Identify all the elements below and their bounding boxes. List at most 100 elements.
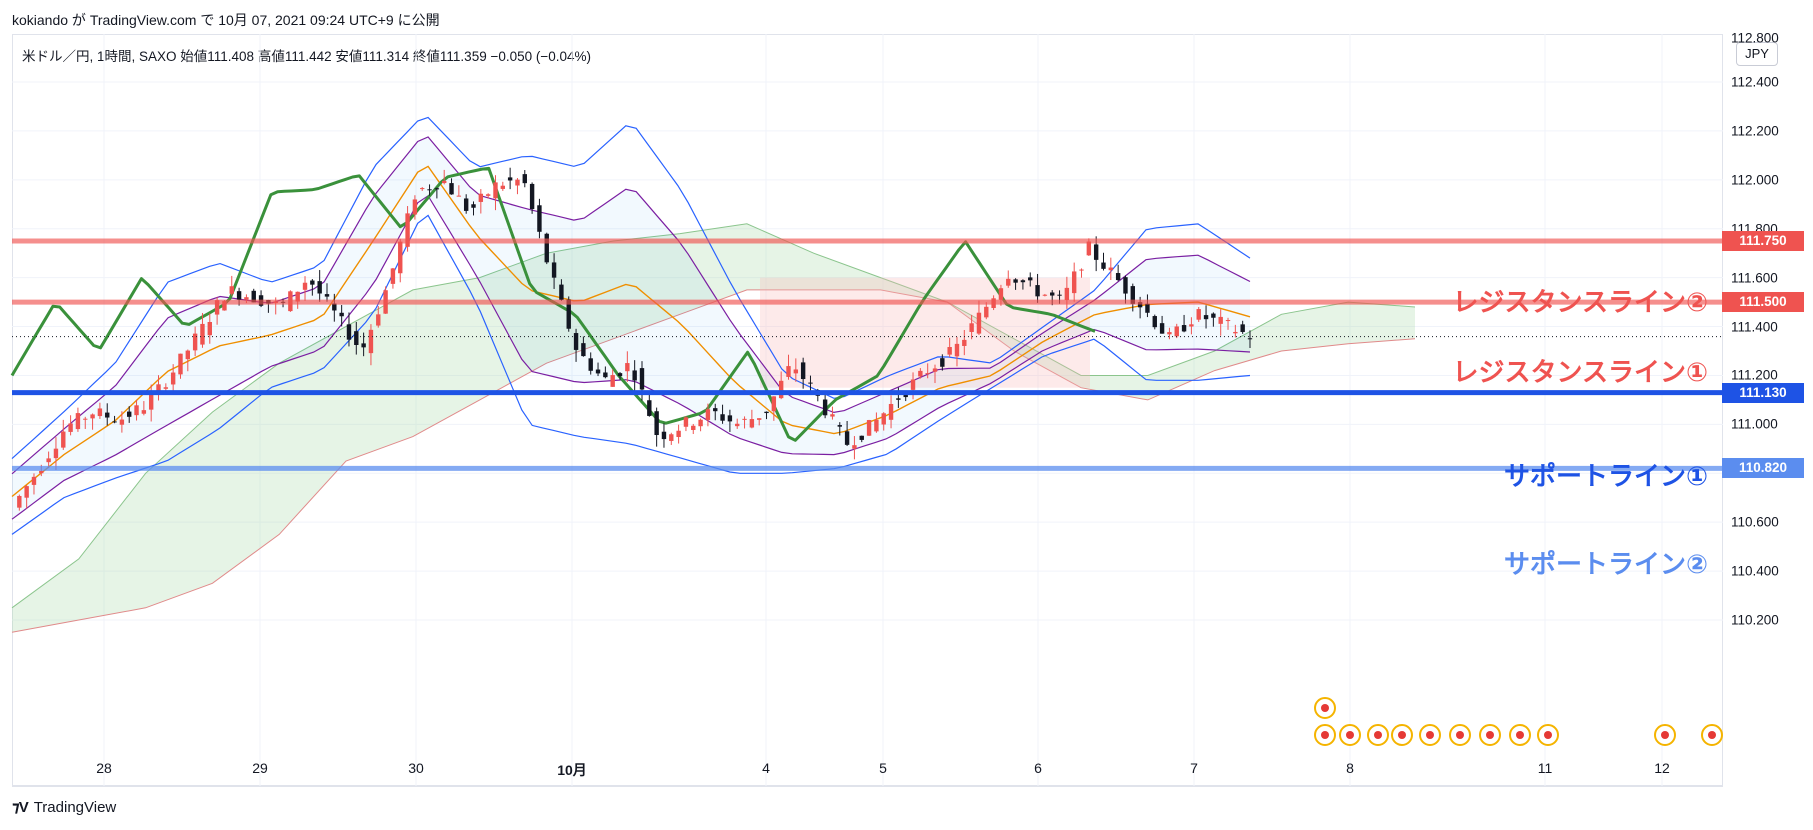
candle-body (676, 430, 681, 438)
candle-body (17, 495, 22, 508)
candle-body (500, 185, 506, 189)
candle-body (1020, 280, 1026, 283)
price-tick: 111.600 (1731, 270, 1778, 286)
candle-body (214, 300, 220, 315)
candle-body (756, 418, 762, 420)
candle-body (1211, 313, 1216, 318)
event-marker-dot (1486, 731, 1494, 739)
candle-body (822, 399, 828, 416)
candle-body (976, 312, 982, 334)
candle-body (1167, 332, 1172, 335)
candle-body (735, 423, 740, 427)
published-info: kokiando が TradingView.com で 10月 07, 202… (12, 12, 440, 28)
tradingview-brand[interactable]: ⁊V TradingView (12, 798, 116, 817)
candle-body (610, 375, 615, 387)
candle-body (925, 373, 930, 375)
candle-body (148, 395, 154, 410)
candle-body (185, 350, 191, 360)
candle-body (918, 370, 923, 377)
candle-body (61, 431, 66, 448)
candle-body (412, 199, 418, 215)
price-tick: 110.200 (1731, 612, 1779, 628)
candle-body (90, 414, 95, 419)
candle-body (1225, 320, 1231, 322)
candle-body (559, 284, 564, 300)
event-marker-dot (1456, 731, 1464, 739)
candle-body (324, 294, 330, 297)
candle-body (654, 411, 659, 436)
candle-body (493, 182, 498, 199)
candle-body (310, 280, 315, 285)
candle-body (471, 204, 476, 208)
candle-body (1137, 302, 1143, 308)
candle-body (398, 241, 403, 274)
candle-body (1152, 316, 1157, 328)
candle-body (354, 331, 359, 345)
candle-body (1057, 294, 1062, 296)
candle-body (141, 410, 147, 414)
candle-body (859, 435, 864, 440)
candle-body (947, 347, 952, 355)
candle-body (844, 431, 850, 445)
candle-body (954, 343, 960, 357)
time-tick: 5 (879, 760, 887, 776)
candle-body (639, 368, 645, 390)
candle-body (317, 281, 322, 294)
candle-body (1042, 294, 1048, 296)
currency-button[interactable]: JPY (1736, 42, 1778, 66)
candle-body (998, 288, 1004, 300)
time-tick: 29 (252, 760, 268, 776)
candle-body (515, 179, 520, 186)
candle-body (632, 370, 637, 381)
candle-body (566, 299, 571, 329)
candle-body (896, 398, 901, 400)
event-marker-dot (1544, 731, 1552, 739)
candle-body (376, 314, 381, 326)
candle-body (852, 445, 857, 449)
candle-body (192, 333, 198, 351)
chart-pane[interactable] (12, 34, 1723, 786)
time-tick: 30 (408, 760, 424, 776)
line-annotation-3: サポートライン① (1503, 461, 1708, 491)
price-tick: 110.400 (1731, 563, 1779, 579)
candle-body (1189, 324, 1194, 327)
candle-body (544, 233, 549, 263)
candle-body (295, 291, 300, 302)
event-marker-dot (1661, 731, 1669, 739)
candle-body (764, 411, 769, 414)
candle-body (1123, 277, 1128, 294)
candle-body (1013, 279, 1018, 283)
candle-body (244, 297, 249, 300)
time-tick: 11 (1537, 760, 1553, 776)
candle-body (485, 194, 491, 196)
price-chart[interactable] (0, 0, 1723, 786)
price-label-3: 111.130 (1722, 382, 1804, 403)
candle-body (720, 414, 725, 421)
candle-body (683, 417, 689, 427)
price-axis[interactable]: 112.800 112.400 112.200 112.000 111.800 111.6… (1723, 30, 1813, 786)
event-marker-dot (1708, 731, 1716, 739)
candle-body (742, 418, 747, 420)
candle-body (903, 393, 908, 398)
candle-body (1174, 326, 1179, 337)
price-tick: 112.800 (1731, 30, 1779, 46)
candle-body (1079, 269, 1084, 271)
candle-body (1086, 241, 1092, 256)
time-tick: 4 (762, 760, 770, 776)
candle-body (478, 193, 484, 202)
candle-body (1115, 273, 1121, 281)
candle-body (603, 372, 608, 378)
candle-body (529, 183, 535, 210)
candle-body (1181, 325, 1187, 332)
time-axis-border (12, 786, 1723, 787)
candle-body (661, 431, 667, 440)
candle-body (691, 425, 696, 430)
bollinger-upper (11, 116, 1251, 460)
candle-body (229, 286, 234, 294)
price-tick: 112.000 (1731, 172, 1779, 188)
candle-body (1145, 303, 1150, 313)
time-tick: 28 (96, 760, 112, 776)
price-tick: 111.400 (1731, 319, 1778, 335)
candle-body (442, 180, 447, 184)
candle-body (522, 174, 527, 184)
